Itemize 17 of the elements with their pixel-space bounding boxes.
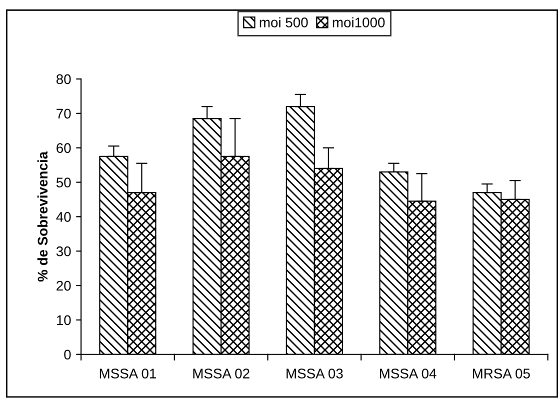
x-tick-label: MSSA 03 xyxy=(286,368,343,378)
legend-label: moi1000 xyxy=(332,17,385,28)
y-tick-label: 10 xyxy=(56,315,71,326)
y-tick-label: 0 xyxy=(64,350,71,360)
y-tick-label: 50 xyxy=(56,178,71,188)
x-tick-label: MSSA 04 xyxy=(380,368,436,378)
x-tick-label: MSSA 01 xyxy=(100,368,156,378)
x-tick-label: MSSA 02 xyxy=(193,368,250,378)
y-tick-label: 80 xyxy=(56,74,71,84)
y-axis-title: % de Sobrevivencia xyxy=(37,151,48,282)
y-tick-label: 70 xyxy=(56,108,71,119)
y-tick-label: 30 xyxy=(56,246,71,256)
y-tick-label: 60 xyxy=(56,143,71,153)
x-tick-label: MRSA 05 xyxy=(472,368,530,378)
y-tick-label: 40 xyxy=(56,212,71,222)
y-tick-label: 20 xyxy=(56,280,71,291)
legend-label: moi 500 xyxy=(260,17,308,28)
